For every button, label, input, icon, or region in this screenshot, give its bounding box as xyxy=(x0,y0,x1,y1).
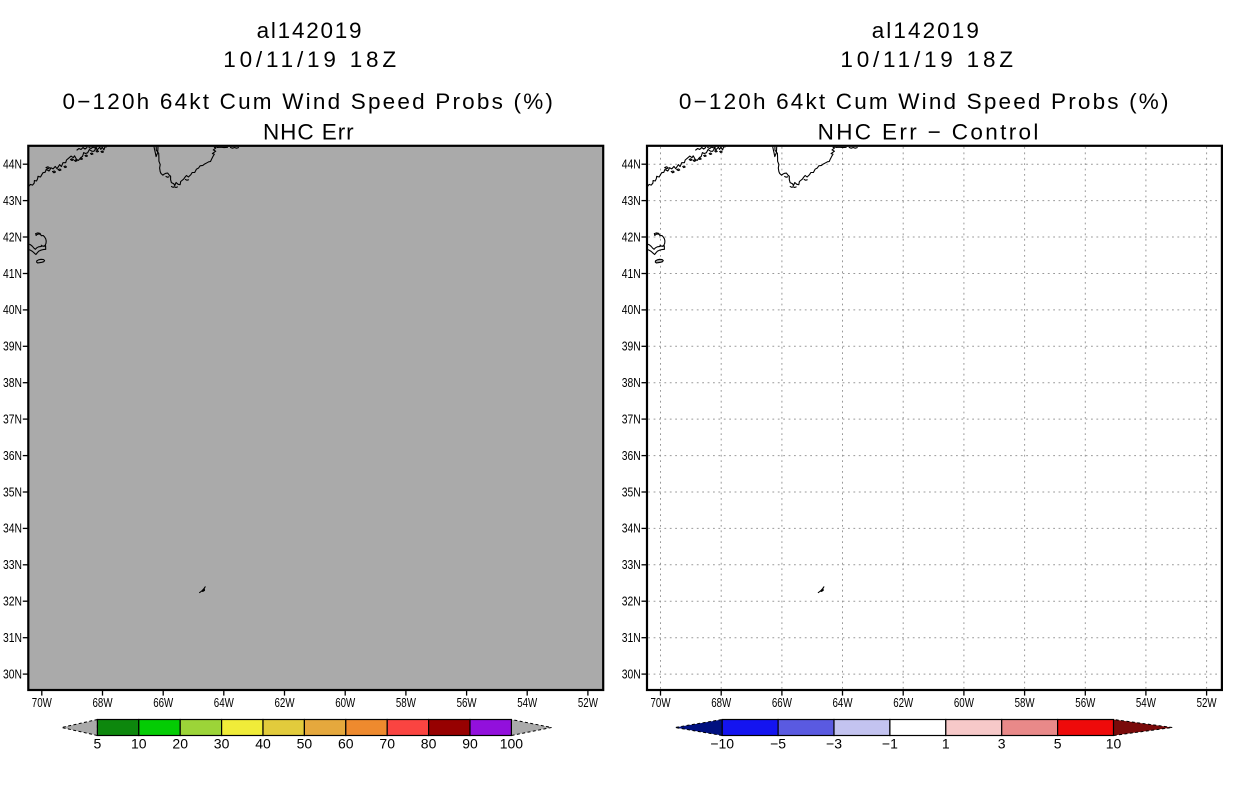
svg-text:31N: 31N xyxy=(3,631,22,645)
svg-text:42N: 42N xyxy=(622,230,641,244)
svg-text:68W: 68W xyxy=(93,696,113,710)
svg-text:39N: 39N xyxy=(3,340,22,354)
svg-text:32N: 32N xyxy=(622,595,641,609)
svg-text:43N: 43N xyxy=(3,194,22,208)
svg-text:31N: 31N xyxy=(622,631,641,645)
svg-text:64W: 64W xyxy=(214,696,234,710)
svg-text:−10: −10 xyxy=(710,736,734,752)
svg-text:al142019: al142019 xyxy=(257,18,362,43)
svg-text:30N: 30N xyxy=(3,667,22,681)
svg-text:80: 80 xyxy=(421,736,437,752)
svg-text:33N: 33N xyxy=(622,558,641,572)
svg-text:−5: −5 xyxy=(770,736,786,752)
svg-text:60W: 60W xyxy=(954,696,974,710)
svg-text:60W: 60W xyxy=(335,696,355,710)
svg-text:40N: 40N xyxy=(622,303,641,317)
svg-text:1: 1 xyxy=(942,736,950,752)
svg-text:70W: 70W xyxy=(32,696,52,710)
svg-text:40N: 40N xyxy=(3,303,22,317)
svg-text:40: 40 xyxy=(255,736,271,752)
svg-text:41N: 41N xyxy=(3,267,22,281)
svg-text:34N: 34N xyxy=(622,522,641,536)
svg-text:35N: 35N xyxy=(622,485,641,499)
svg-text:32N: 32N xyxy=(3,595,22,609)
svg-text:34N: 34N xyxy=(3,522,22,536)
svg-text:56W: 56W xyxy=(457,696,477,710)
svg-text:58W: 58W xyxy=(1015,696,1035,710)
svg-text:44N: 44N xyxy=(3,158,22,172)
svg-text:41N: 41N xyxy=(622,267,641,281)
svg-text:35N: 35N xyxy=(3,485,22,499)
svg-text:44N: 44N xyxy=(622,158,641,172)
svg-text:64W: 64W xyxy=(833,696,853,710)
svg-text:30: 30 xyxy=(214,736,230,752)
svg-text:5: 5 xyxy=(94,736,102,752)
svg-text:50: 50 xyxy=(297,736,313,752)
svg-text:90: 90 xyxy=(462,736,478,752)
svg-text:66W: 66W xyxy=(772,696,792,710)
svg-text:43N: 43N xyxy=(622,194,641,208)
svg-text:0−120h 64kt Cum Wind Speed Pro: 0−120h 64kt Cum Wind Speed Probs (%) xyxy=(63,89,553,114)
svg-text:54W: 54W xyxy=(517,696,537,710)
svg-text:3: 3 xyxy=(998,736,1006,752)
svg-text:54W: 54W xyxy=(1136,696,1156,710)
svg-text:30N: 30N xyxy=(622,667,641,681)
svg-text:10: 10 xyxy=(1106,736,1122,752)
svg-text:37N: 37N xyxy=(622,412,641,426)
svg-text:68W: 68W xyxy=(711,696,731,710)
svg-text:39N: 39N xyxy=(622,340,641,354)
svg-text:100: 100 xyxy=(500,736,524,752)
svg-text:0−120h 64kt Cum Wind Speed Pro: 0−120h 64kt Cum Wind Speed Probs (%) xyxy=(679,89,1169,114)
svg-text:36N: 36N xyxy=(3,449,22,463)
svg-text:52W: 52W xyxy=(1197,696,1217,710)
svg-text:NHC Err: NHC Err xyxy=(263,120,354,145)
svg-text:−1: −1 xyxy=(882,736,898,752)
svg-text:NHC Err − Control: NHC Err − Control xyxy=(818,120,1039,145)
svg-text:60: 60 xyxy=(338,736,354,752)
svg-text:38N: 38N xyxy=(622,376,641,390)
svg-text:58W: 58W xyxy=(396,696,416,710)
svg-text:33N: 33N xyxy=(3,558,22,572)
svg-text:10/11/19 18Z: 10/11/19 18Z xyxy=(223,47,396,72)
svg-text:5: 5 xyxy=(1054,736,1062,752)
svg-text:36N: 36N xyxy=(622,449,641,463)
svg-text:62W: 62W xyxy=(893,696,913,710)
svg-text:70W: 70W xyxy=(651,696,671,710)
svg-text:37N: 37N xyxy=(3,412,22,426)
svg-text:42N: 42N xyxy=(3,230,22,244)
svg-text:62W: 62W xyxy=(275,696,295,710)
svg-text:−3: −3 xyxy=(826,736,842,752)
svg-text:52W: 52W xyxy=(578,696,598,710)
svg-text:10/11/19 18Z: 10/11/19 18Z xyxy=(840,47,1013,72)
svg-text:10: 10 xyxy=(131,736,147,752)
svg-text:66W: 66W xyxy=(153,696,173,710)
svg-text:38N: 38N xyxy=(3,376,22,390)
svg-text:70: 70 xyxy=(379,736,395,752)
svg-text:al142019: al142019 xyxy=(872,18,979,43)
svg-text:20: 20 xyxy=(172,736,188,752)
svg-text:56W: 56W xyxy=(1075,696,1095,710)
